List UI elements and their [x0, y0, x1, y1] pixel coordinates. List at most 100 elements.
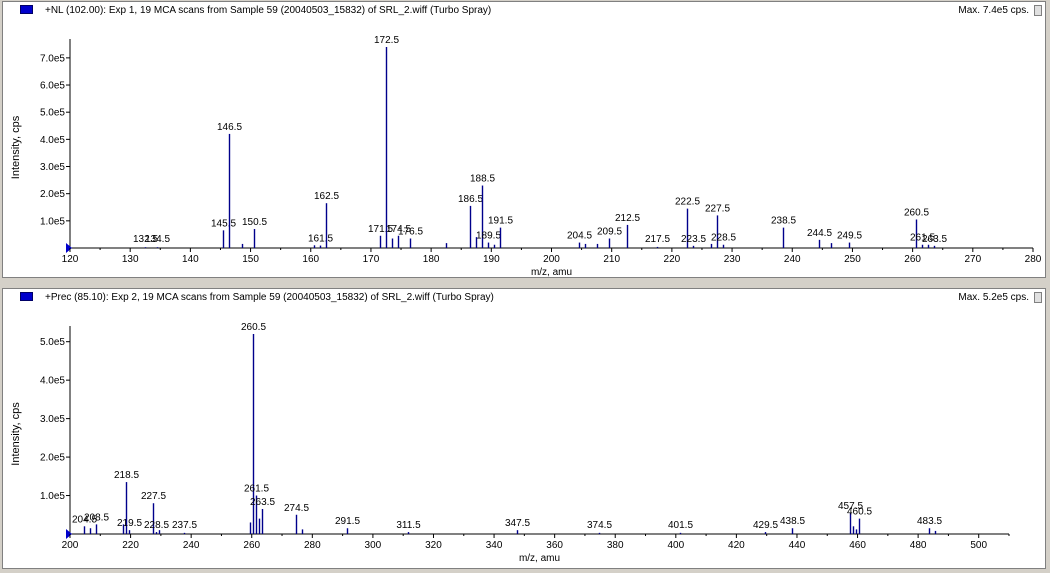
peak-label: 460.5: [847, 507, 872, 518]
max-intensity-label: Max. 5.2e5 cps.: [958, 292, 1029, 303]
peak-label: 188.5: [470, 174, 495, 185]
panel-scrollbar-handle[interactable]: [1034, 5, 1042, 16]
y-tick-label: 3.0e5: [40, 162, 65, 173]
x-tick-label: 260: [243, 540, 260, 551]
y-tick-label: 1.0e5: [40, 216, 65, 227]
x-tick-label: 250: [844, 254, 861, 265]
x-tick-label: 440: [789, 540, 806, 551]
y-tick-label: 4.0e5: [40, 376, 65, 387]
x-tick-label: 140: [182, 254, 199, 265]
x-tick-label: 220: [664, 254, 681, 265]
peak-label: 249.5: [837, 231, 862, 242]
x-tick-label: 270: [964, 254, 981, 265]
peak-label: 162.5: [314, 191, 339, 202]
x-tick-label: 220: [122, 540, 139, 551]
x-tick-label: 420: [728, 540, 745, 551]
spectrum-chart-prec[interactable]: 1.0e5 2.0e5 3.0e5 4.0e5 5.0e5 200 220 240 260 280…: [3, 289, 1045, 568]
spectrum-chart-nl[interactable]: 1.0e5 2.0e5 3.0e5 4.0e5 5.0e5 6.0e5 7.0e5 120 13…: [3, 2, 1045, 277]
peak-label: 244.5: [807, 228, 832, 239]
x-tick-label: 380: [607, 540, 624, 551]
peak-label: 189.5: [476, 231, 501, 242]
peak-label: 145.5: [211, 218, 236, 229]
peak-label: 191.5: [488, 216, 513, 227]
peak-label: 219.5: [117, 518, 142, 529]
axis-origin-marker-icon: [66, 243, 72, 253]
peak-label: 208.5: [84, 512, 109, 523]
peak-label: 274.5: [284, 503, 309, 514]
peak-label: 217.5: [645, 234, 670, 245]
peak-label: 186.5: [458, 194, 483, 205]
peak-label: 374.5: [587, 520, 612, 531]
x-tick-label: 240: [183, 540, 200, 551]
panel-scrollbar-handle[interactable]: [1034, 292, 1042, 303]
x-tick-label: 170: [363, 254, 380, 265]
y-tick-label: 6.0e5: [40, 81, 65, 92]
peak-label: 204.5: [72, 514, 97, 525]
peak-label: 161.5: [308, 234, 333, 245]
x-tick-label: 230: [724, 254, 741, 265]
x-tick-label: 180: [423, 254, 440, 265]
peak-label: 438.5: [780, 516, 805, 527]
peak-label: 150.5: [242, 217, 267, 228]
peak-label: 212.5: [615, 213, 640, 224]
peak-label: 227.5: [705, 203, 730, 214]
peak-label: 227.5: [141, 491, 166, 502]
panel-title: +Prec (85.10): Exp 2, 19 MCA scans from …: [45, 292, 494, 303]
peak-label: 291.5: [335, 516, 360, 527]
y-tick-label: 1.0e5: [40, 491, 65, 502]
x-tick-label: 280: [304, 540, 321, 551]
y-tick-label: 4.0e5: [40, 135, 65, 146]
x-tick-label: 120: [62, 254, 79, 265]
y-tick-label: 2.0e5: [40, 189, 65, 200]
peak-label: 146.5: [217, 122, 242, 133]
x-tick-label: 320: [425, 540, 442, 551]
peak-label: 260.5: [241, 322, 266, 333]
peak-label: 347.5: [505, 518, 530, 529]
peak-label: 222.5: [675, 197, 700, 208]
x-tick-label: 360: [546, 540, 563, 551]
max-intensity-label: Max. 7.4e5 cps.: [958, 5, 1029, 16]
peak-label: 263.5: [250, 497, 275, 508]
y-tick-label: 7.0e5: [40, 53, 65, 64]
x-tick-label: 130: [122, 254, 139, 265]
spectrum-panel-nl: +NL (102.00): Exp 1, 19 MCA scans from S…: [2, 1, 1046, 278]
peak-label: 457.5: [838, 501, 863, 512]
x-tick-label: 260: [904, 254, 921, 265]
peak-label: 171.5: [368, 224, 393, 235]
x-tick-label: 400: [667, 540, 684, 551]
peak-label: 172.5: [374, 35, 399, 46]
axis-origin-marker-icon: [66, 529, 72, 539]
x-tick-label: 190: [483, 254, 500, 265]
x-tick-label: 340: [486, 540, 503, 551]
x-tick-label: 160: [302, 254, 319, 265]
x-tick-label: 460: [849, 540, 866, 551]
peak-label: 218.5: [114, 470, 139, 481]
peak-label: 176.5: [398, 226, 423, 237]
peak-label: 228.5: [144, 520, 169, 531]
peak-label: 261.5: [244, 484, 269, 495]
trace-color-marker[interactable]: [20, 292, 33, 301]
peak-label: 209.5: [597, 226, 622, 237]
y-axis-label: Intensity, cps: [10, 115, 22, 179]
peak-label: 223.5: [681, 234, 706, 245]
peak-label: 238.5: [771, 216, 796, 227]
panel-title: +NL (102.00): Exp 1, 19 MCA scans from S…: [45, 5, 492, 16]
peak-label: 429.5: [753, 520, 778, 531]
x-tick-label: 210: [603, 254, 620, 265]
x-axis-label: m/z, amu: [519, 553, 560, 564]
y-tick-label: 5.0e5: [40, 337, 65, 348]
y-tick-label: 5.0e5: [40, 108, 65, 119]
x-tick-label: 200: [543, 254, 560, 265]
x-tick-label: 300: [365, 540, 382, 551]
y-tick-label: 3.0e5: [40, 414, 65, 425]
x-tick-label: 500: [970, 540, 987, 551]
peak-label: 483.5: [917, 516, 942, 527]
peak-label: 260.5: [904, 207, 929, 218]
trace-color-marker[interactable]: [20, 5, 33, 14]
peak-label: 204.5: [567, 231, 592, 242]
panel-header: +NL (102.00): Exp 1, 19 MCA scans from S…: [3, 2, 1045, 18]
x-tick-label: 150: [242, 254, 259, 265]
x-axis-label: m/z, amu: [531, 267, 572, 277]
y-axis-label: Intensity, cps: [10, 402, 22, 466]
x-tick-label: 480: [910, 540, 927, 551]
